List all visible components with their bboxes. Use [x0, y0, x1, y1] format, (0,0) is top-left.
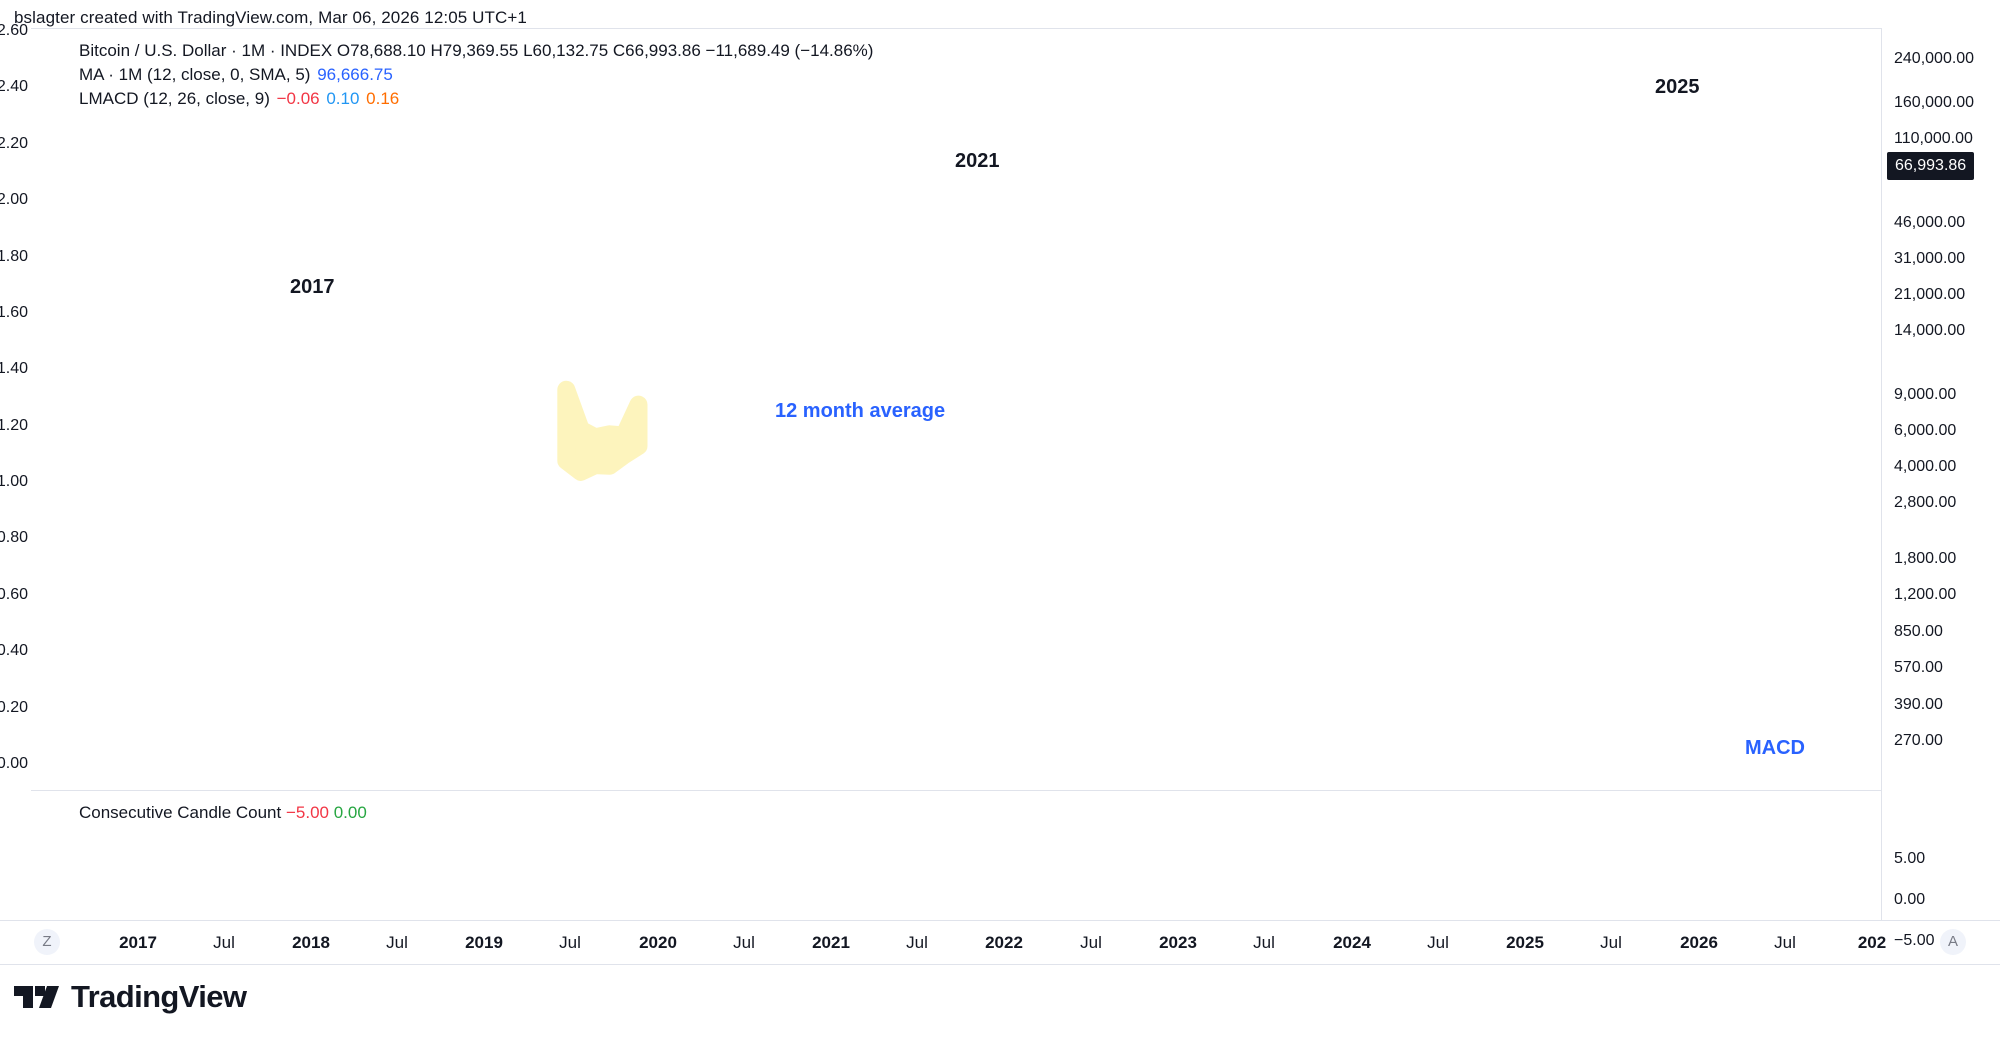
time-axis[interactable]: Z A 2017 Jul 2018 Jul 2019 Jul 2020 Jul 2021 Jul 2… [0, 920, 2000, 965]
left-axis-tick: 1.60 [0, 303, 28, 321]
right-axis-tick: 6,000.00 [1894, 422, 1957, 439]
main-price-pane[interactable]: Bitcoin / U.S. Dollar · 1M · INDEX O78,6… [31, 28, 1881, 791]
sub-pane-legend: Consecutive Candle Count −5.00 0.00 [79, 803, 367, 823]
right-axis-tick: 240,000.00 [1894, 50, 1975, 67]
current-price-tag: 66,993.86 [1887, 152, 1975, 180]
left-axis-tick: 1.20 [0, 416, 28, 434]
time-axis-tick: Jul [906, 933, 928, 952]
sub-axis-tick: 0.00 [1894, 891, 1926, 908]
left-axis-tick: 1.40 [0, 360, 28, 378]
price-candlestick-plot[interactable] [31, 29, 1881, 791]
left-axis-tick: 0.20 [0, 698, 28, 716]
sub-legend-value-negative: −5.00 [285, 803, 329, 822]
right-axis-tick: 270.00 [1894, 732, 1943, 749]
right-axis-tick: 1,200.00 [1894, 586, 1957, 603]
time-axis-tick: 202 [1857, 933, 1887, 952]
sub-axis-tick: 5.00 [1894, 850, 1926, 867]
left-axis-tick: 2.00 [0, 191, 28, 209]
tradingview-logo[interactable]: TradingView [14, 979, 247, 1015]
left-axis-tick: 1.00 [0, 473, 28, 491]
time-axis-tick: 2021 [812, 933, 850, 952]
left-axis-tick: 2.60 [0, 22, 28, 39]
tradingview-logo-icon [14, 983, 60, 1011]
consecutive-candle-count-pane[interactable]: Consecutive Candle Count −5.00 0.00 [31, 790, 1881, 921]
time-axis-tick: 2018 [292, 933, 330, 952]
time-axis-tick: Jul [1600, 933, 1622, 952]
left-axis-tick: 2.20 [0, 134, 28, 152]
right-axis-tick: 390.00 [1894, 696, 1943, 713]
time-axis-tick: 2026 [1680, 933, 1718, 952]
right-axis-tick: 31,000.00 [1894, 250, 1966, 267]
right-axis-tick: 9,000.00 [1894, 386, 1957, 403]
sub-legend-value-zero: 0.00 [333, 803, 367, 822]
tradingview-logo-text: TradingView [71, 979, 247, 1014]
left-axis-tick: 1.80 [0, 247, 28, 265]
highlight-region [557, 380, 648, 481]
time-axis-tick: Jul [1253, 933, 1275, 952]
right-axis-tick: 850.00 [1894, 623, 1943, 640]
auto-scale-button[interactable]: A [1940, 929, 1966, 955]
sub-axis-tick: −5.00 [1894, 932, 1935, 949]
left-price-axis[interactable]: 2.60 2.40 2.20 2.00 1.80 1.60 1.40 1.20 1.00 0.80… [0, 23, 31, 920]
right-price-axis[interactable]: 240,000.00 160,000.00 110,000.00 46,000.00 3… [1881, 28, 2000, 949]
right-axis-tick: 21,000.00 [1894, 286, 1966, 303]
chart-annotation: 2025 [1655, 76, 1700, 98]
left-axis-tick: 0.60 [0, 585, 28, 603]
time-axis-tick: Jul [733, 933, 755, 952]
right-axis-tick: 110,000.00 [1894, 130, 1973, 147]
time-axis-tick: 2022 [985, 933, 1023, 952]
time-axis-tick: 2017 [119, 933, 157, 952]
chart-annotation: 12 month average [775, 400, 946, 422]
time-axis-tick: 2020 [639, 933, 677, 952]
time-axis-tick: Jul [213, 933, 235, 952]
right-axis-tick: 160,000.00 [1894, 94, 1975, 111]
right-axis-tick: 570.00 [1894, 659, 1943, 676]
footer-bar: TradingView [0, 964, 2000, 1039]
attribution-text: bslagter created with TradingView.com, M… [14, 8, 527, 27]
right-axis-tick: 14,000.00 [1894, 322, 1966, 339]
left-axis-tick: 0.40 [0, 642, 28, 660]
time-axis-tick: Jul [1774, 933, 1796, 952]
chart-annotation: 2017 [290, 276, 335, 298]
time-axis-tick: Jul [1080, 933, 1102, 952]
left-axis-tick: 0.00 [0, 755, 28, 772]
right-axis-tick: 46,000.00 [1894, 214, 1966, 231]
chart-annotation: MACD [1745, 737, 1805, 759]
right-axis-tick: 1,800.00 [1894, 550, 1957, 567]
right-axis-tick: 2,800.00 [1894, 494, 1957, 511]
sub-legend-title: Consecutive Candle Count [79, 803, 282, 822]
right-axis-tick: 4,000.00 [1894, 458, 1957, 475]
left-axis-tick: 0.80 [0, 529, 28, 547]
time-axis-tick: 2019 [465, 933, 503, 952]
time-axis-tick: Jul [1427, 933, 1449, 952]
time-axis-tick: 2025 [1506, 933, 1544, 952]
time-axis-tick: 2024 [1333, 933, 1371, 952]
timezone-button[interactable]: Z [34, 929, 60, 955]
time-axis-tick: Jul [386, 933, 408, 952]
time-axis-tick: 2023 [1159, 933, 1197, 952]
left-axis-tick: 2.40 [0, 78, 28, 96]
chart-annotation: 2021 [955, 150, 1000, 172]
time-axis-tick: Jul [559, 933, 581, 952]
